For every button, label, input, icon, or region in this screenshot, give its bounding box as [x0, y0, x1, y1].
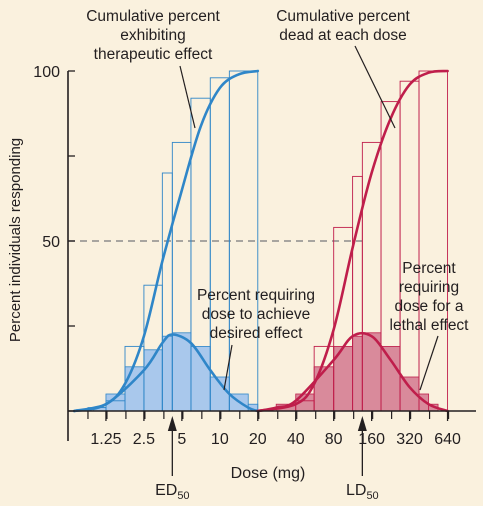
ld50-label-base: LD: [346, 482, 366, 499]
annotation-line: Percent requiring: [197, 287, 315, 304]
x-tick-label: 320: [396, 431, 423, 448]
histogram-bar: [161, 335, 173, 412]
x-tick-label: 5: [177, 431, 186, 448]
ld50-marker: LD50: [346, 416, 379, 502]
distribution-curve: [72, 333, 260, 413]
y-tick-label: 100: [33, 64, 60, 81]
ed50-arrow-head: [167, 416, 177, 431]
x-axis-label: Dose (mg): [231, 465, 306, 482]
x-tick-label: 80: [325, 431, 343, 448]
curves-layer: [72, 69, 449, 413]
annotation-line: lethal effect: [390, 317, 470, 334]
annotation-line: exhibiting: [120, 27, 186, 44]
x-tick-label: 20: [249, 431, 267, 448]
annotation-line: Percent: [402, 260, 456, 277]
histogram-bar: [352, 335, 363, 412]
x-tick-label: 10: [211, 431, 229, 448]
ld50-label-sub: 50: [366, 490, 378, 502]
annotation-distribution-lethal: Percent requiring dose for a lethal effe…: [390, 260, 470, 334]
leader-distribution-therapeutic: [223, 344, 233, 391]
ld50-label: LD50: [346, 482, 379, 502]
histogram-bar: [313, 366, 335, 412]
histogram-bar: [171, 332, 192, 412]
annotation-line: therapeutic effect: [94, 46, 213, 63]
annotation-line: requiring: [399, 279, 459, 296]
ed50-label-sub: 50: [177, 490, 189, 502]
annotation-line: dose to achieve: [202, 306, 311, 323]
cumulative-curve: [256, 69, 449, 413]
annotation-distribution-therapeutic: Percent requiring dose to achieve desire…: [197, 287, 315, 342]
x-tick-label: 2.5: [133, 431, 155, 448]
x-tick-label: 640: [434, 431, 461, 448]
ed50-label-base: ED: [155, 482, 177, 499]
annotation-line: Cumulative percent: [86, 8, 220, 25]
distribution-curve: [256, 331, 449, 413]
ld50-arrow-head: [357, 416, 367, 431]
histogram-bar: [380, 345, 401, 412]
ed50-label: ED50: [155, 482, 189, 502]
annotation-line: Cumulative percent: [276, 8, 410, 25]
histogram-bars-layer: [93, 332, 439, 412]
x-tick-label: 160: [358, 431, 385, 448]
leader-cumulative-therapeutic: [179, 65, 196, 129]
annotation-line: dead at each dose: [279, 27, 407, 44]
annotation-line: dose for a: [395, 298, 464, 315]
annotation-cumulative-lethal: Cumulative percent dead at each dose: [276, 8, 410, 44]
annotation-leader-lines: [179, 45, 439, 391]
y-axis-label: Percent individuals responding: [7, 138, 24, 342]
leader-cumulative-lethal: [354, 45, 396, 129]
ed50-marker: ED50: [155, 416, 190, 502]
annotation-cumulative-therapeutic: Cumulative percent exhibiting therapeuti…: [86, 8, 220, 63]
y-tick-label: 50: [42, 234, 60, 251]
x-tick-label: 1.25: [90, 431, 121, 448]
leader-distribution-lethal: [419, 335, 439, 391]
x-tick-label: 40: [287, 431, 305, 448]
annotation-line: desired effect: [210, 325, 303, 342]
axes-layer: 50 100 1.25 2.5 5 10 20 40 80 160 320 640: [33, 64, 476, 448]
